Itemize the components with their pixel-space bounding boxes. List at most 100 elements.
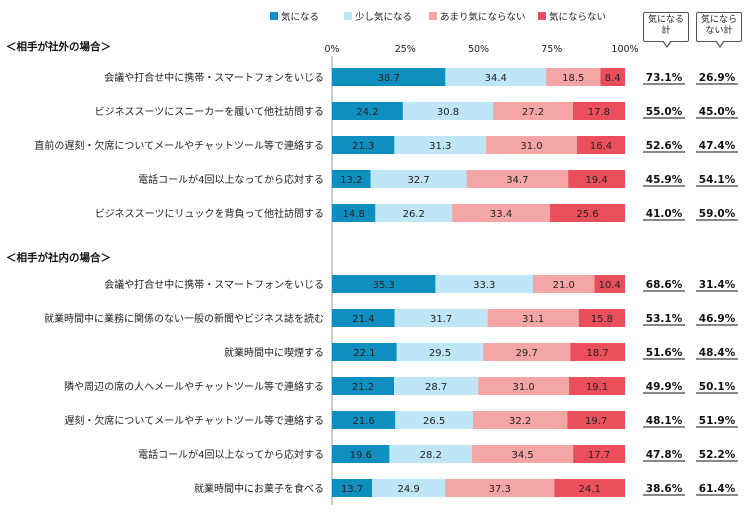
data-label: 14.8: [343, 209, 365, 220]
bar-segment: [396, 343, 484, 361]
data-label: 24.2: [356, 107, 378, 118]
data-label: 34.7: [506, 175, 528, 186]
total-value: 51.6%: [646, 347, 683, 359]
data-label: 38.7: [378, 73, 400, 84]
bar-segment: [332, 275, 436, 293]
total-value: 59.0%: [699, 208, 736, 220]
group-title: ＜相手が社外の場合＞: [6, 40, 111, 53]
bar-segment: [532, 275, 595, 293]
x-tick-label: 100%: [611, 44, 638, 55]
bar-segment: [573, 445, 625, 463]
bar-segment: [570, 343, 625, 361]
total-value: 52.6%: [646, 140, 683, 152]
total-value: 52.2%: [699, 449, 736, 461]
bar-segment: [572, 102, 625, 120]
total-value: 48.1%: [646, 415, 683, 427]
total-value: 61.4%: [699, 483, 736, 495]
total-value: 50.1%: [699, 381, 736, 393]
data-label: 29.7: [516, 348, 538, 359]
bar-segment: [332, 170, 371, 188]
bar-segment: [487, 309, 579, 327]
data-label: 19.7: [585, 416, 607, 427]
data-label: 24.1: [579, 484, 601, 495]
data-label: 34.4: [485, 73, 507, 84]
data-label: 21.3: [352, 141, 374, 152]
data-label: 26.5: [423, 416, 445, 427]
bar-segment: [576, 136, 625, 154]
bar-segment: [569, 377, 625, 395]
bar-segment: [493, 102, 573, 120]
data-label: 16.4: [590, 141, 612, 152]
bar-segment: [332, 411, 396, 429]
bar-segment: [594, 275, 625, 293]
bar-segment: [567, 411, 625, 429]
total-value: 54.1%: [699, 174, 736, 186]
data-label: 21.6: [353, 416, 375, 427]
data-label: 8.4: [605, 73, 621, 84]
total-value: 51.9%: [699, 415, 736, 427]
legend-swatch: [344, 12, 352, 20]
bar-segment: [394, 377, 479, 395]
total-value: 45.9%: [646, 174, 683, 186]
row-label: 就業時間中にお菓子を食べる: [194, 482, 324, 495]
bar-segment: [394, 309, 488, 327]
bar-segment: [332, 309, 395, 327]
total-value: 45.0%: [699, 106, 736, 118]
data-label: 26.2: [403, 209, 425, 220]
legend-swatch: [429, 12, 437, 20]
row-label: 会議や打合せ中に携帯・スマートフォンをいじる: [104, 278, 324, 291]
bar-segment: [554, 479, 625, 497]
bar-segment: [546, 68, 601, 86]
bar-segment: [332, 445, 390, 463]
total-value: 53.1%: [646, 313, 683, 325]
row-label: 電話コールが4回以上なってから応対する: [138, 173, 324, 186]
data-label: 13.2: [340, 175, 362, 186]
legend-label: あまり気にならない: [440, 11, 526, 23]
bar-segment: [478, 377, 570, 395]
data-label: 19.4: [585, 175, 607, 186]
bar-segment: [435, 275, 533, 293]
bar-segment: [375, 204, 453, 222]
total-value: 47.4%: [699, 140, 736, 152]
row-label: 電話コールが4回以上なってから応対する: [138, 448, 324, 461]
data-label: 29.5: [429, 348, 451, 359]
legend-label: 気にならない: [549, 11, 606, 23]
bar-segment: [332, 343, 397, 361]
bar-segment: [452, 204, 550, 222]
total-value: 38.6%: [646, 483, 683, 495]
data-label: 18.5: [562, 73, 584, 84]
row-label: ビジネススーツにリュックを背負って他社訪問する: [95, 207, 324, 220]
data-label: 19.1: [586, 382, 608, 393]
total-value: 68.6%: [646, 279, 683, 291]
legend-label: 気になる: [281, 11, 319, 23]
x-tick-label: 0%: [324, 44, 339, 55]
legend-swatch: [270, 12, 278, 20]
bar-segment: [600, 68, 625, 86]
data-label: 21.2: [352, 382, 374, 393]
row-label: 直前の遅刻・欠席についてメールやチャットツール等で連絡する: [34, 139, 324, 152]
total-value: 73.1%: [646, 72, 683, 84]
bar-segment: [332, 136, 395, 154]
data-label: 17.7: [588, 450, 610, 461]
legend-label: 少し気になる: [355, 11, 412, 23]
data-label: 34.5: [511, 450, 533, 461]
data-label: 31.3: [429, 141, 451, 152]
data-label: 28.7: [425, 382, 447, 393]
bar-segment: [372, 479, 446, 497]
data-label: 24.9: [397, 484, 419, 495]
data-label: 25.6: [576, 209, 598, 220]
legend-swatch: [538, 12, 546, 20]
bar-segment: [483, 343, 571, 361]
total-header-unaware: 気にならない計: [696, 12, 742, 48]
bar-segment: [402, 102, 494, 120]
data-label: 31.7: [430, 314, 452, 325]
group-title: ＜相手が社内の場合＞: [6, 251, 111, 264]
bar-segment: [466, 170, 569, 188]
row-label: 会議や打合せ中に携帯・スマートフォンをいじる: [104, 71, 324, 84]
bar-segment: [445, 479, 555, 497]
row-label: ビジネススーツにスニーカーを履いて他社訪問する: [95, 105, 325, 118]
bar-segment: [332, 68, 446, 86]
data-label: 32.2: [509, 416, 531, 427]
data-label: 33.3: [473, 280, 495, 291]
bar-segment: [370, 170, 467, 188]
